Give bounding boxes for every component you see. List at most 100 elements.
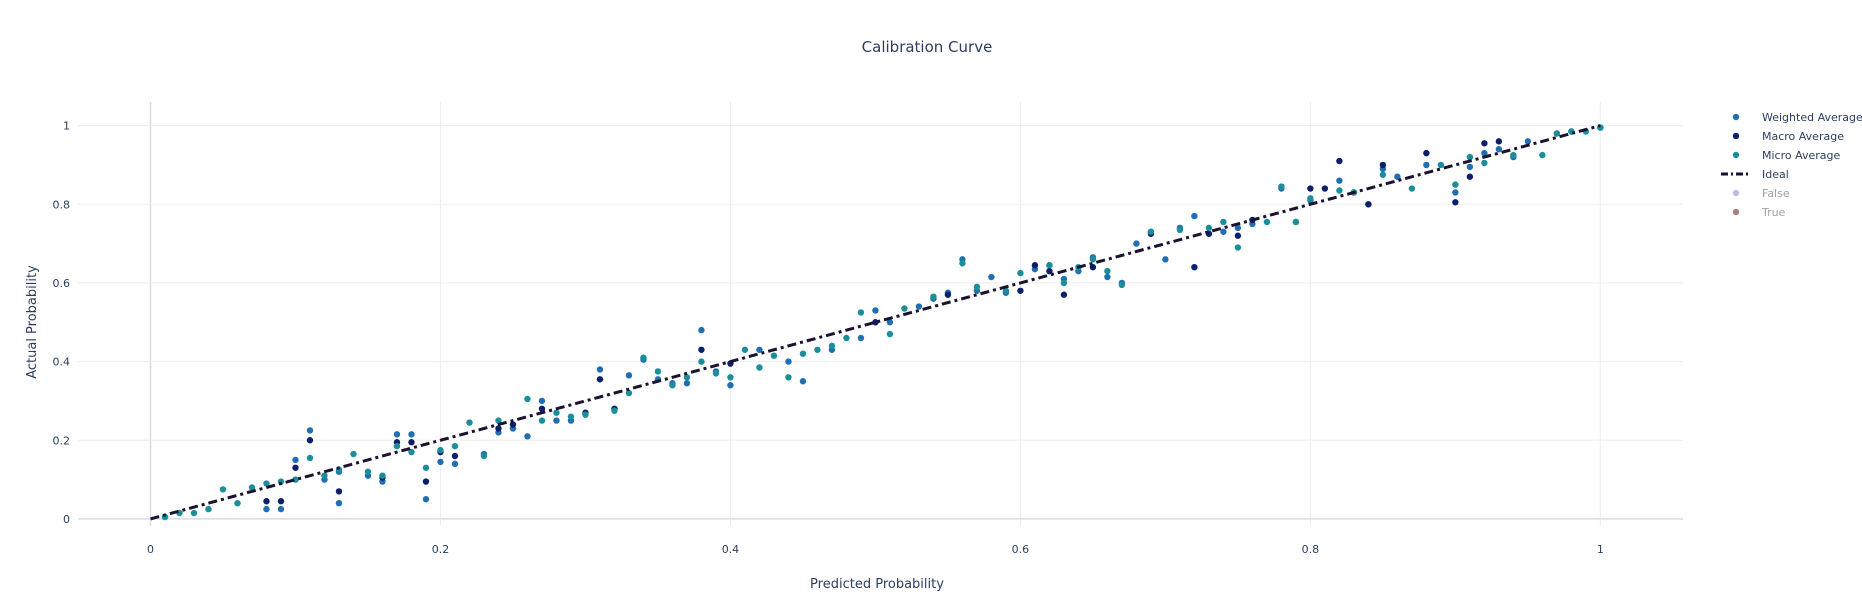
micro-average-point — [524, 395, 531, 403]
micro-average-point — [567, 413, 575, 420]
micro-average-point — [1292, 218, 1300, 226]
chart-title: Calibration Curve — [862, 38, 993, 56]
micro-average-point — [640, 354, 647, 361]
weighted-average-point — [1104, 273, 1111, 281]
legend-item-weighted-average[interactable]: Weighted Average — [1732, 111, 1862, 124]
micro-average-point — [219, 486, 227, 493]
micro-average-point — [1234, 244, 1242, 251]
legend-item-ideal[interactable]: Ideal — [1721, 168, 1789, 181]
micro-average-point — [480, 452, 488, 460]
weighted-average-point — [1336, 177, 1343, 184]
micro-average-point — [248, 484, 256, 491]
micro-average-point — [625, 389, 633, 397]
micro-average-point — [321, 472, 328, 479]
micro-average-point — [205, 505, 212, 513]
micro-average-point — [1539, 151, 1546, 159]
micro-average-point — [1104, 267, 1111, 275]
micro-average-point — [1118, 281, 1126, 289]
x-tick-label: 0.4 — [722, 543, 740, 556]
micro-average-point — [611, 407, 618, 414]
micro-average-point — [814, 346, 821, 353]
micro-average-point — [582, 411, 589, 418]
weighted-average-point — [1191, 212, 1198, 220]
micro-average-point — [1437, 161, 1445, 169]
legend-label: True — [1761, 206, 1786, 219]
weighted-average-point — [915, 303, 923, 310]
micro-average-point — [350, 450, 357, 458]
micro-average-point — [683, 374, 691, 381]
y-tick-label: 0.6 — [53, 277, 71, 290]
micro-average-point — [408, 448, 415, 456]
weighted-average-point — [277, 505, 285, 513]
micro-average-point — [843, 334, 850, 342]
weighted-average-point — [1162, 256, 1169, 263]
weighted-average-point — [799, 378, 807, 385]
y-tick-label: 0.2 — [53, 434, 71, 447]
micro-average-point — [770, 352, 778, 359]
micro-average-point — [930, 293, 937, 300]
macro-average-point — [1466, 173, 1474, 180]
macro-average-point — [1379, 161, 1387, 169]
micro-average-point — [1017, 269, 1024, 277]
legend-item-micro-average[interactable]: Micro Average — [1732, 149, 1841, 162]
micro-average-point — [654, 368, 662, 375]
legend-label: Weighted Average — [1762, 111, 1862, 124]
macro-average-point — [1046, 267, 1053, 275]
micro-average-point — [1408, 185, 1416, 192]
legend[interactable]: Weighted Average Macro Average Micro Avera… — [1721, 111, 1862, 219]
micro-average-point — [364, 468, 372, 475]
micro-average-point — [1060, 279, 1068, 287]
micro-average-point — [451, 442, 459, 450]
weighted-average-point — [1423, 161, 1430, 169]
macro-average-point — [1481, 140, 1488, 147]
weighted-average-point — [538, 397, 546, 405]
legend-marker-symbol — [1732, 151, 1740, 159]
weighted-average-point — [1495, 145, 1503, 153]
legend-marker-symbol — [1732, 132, 1740, 140]
micro-average-point — [553, 409, 560, 416]
legend-item-false[interactable]: False — [1732, 187, 1790, 200]
macro-average-point — [1423, 149, 1430, 157]
macro-average-point — [1452, 199, 1459, 206]
legend-marker-symbol — [1732, 208, 1740, 216]
macro-average-point — [1031, 262, 1039, 269]
micro-average-point — [886, 330, 894, 338]
macro-average-point — [1321, 185, 1329, 192]
legend-label: Ideal — [1762, 168, 1789, 181]
legend-item-macro-average[interactable]: Macro Average — [1732, 130, 1844, 143]
weighted-average-point — [437, 458, 444, 466]
micro-average-point — [437, 446, 444, 454]
legend-item-true[interactable]: True — [1732, 206, 1786, 219]
macro-average-point — [509, 421, 517, 428]
weighted-average-point — [422, 496, 430, 503]
weighted-average-point — [1452, 189, 1459, 196]
micro-average-point — [1452, 181, 1459, 188]
x-tick-label: 0.8 — [1302, 543, 1320, 556]
y-axis-title: Actual Probability — [25, 265, 40, 379]
micro-average-point — [234, 499, 241, 507]
micro-average-point — [741, 346, 749, 353]
weighted-average-point — [727, 381, 734, 389]
micro-average-point — [1481, 159, 1488, 167]
micro-average-point — [1002, 287, 1010, 294]
weighted-average-point — [886, 319, 894, 326]
macro-average-point — [408, 439, 415, 446]
legend-label: Micro Average — [1762, 149, 1841, 162]
y-tick-label: 0.4 — [53, 356, 71, 369]
x-tick-label: 0 — [147, 543, 154, 556]
micro-average-point — [1205, 224, 1213, 232]
weighted-average-point — [1220, 228, 1227, 235]
macro-average-point — [1089, 263, 1097, 271]
micro-average-point — [785, 374, 792, 381]
micro-average-point — [959, 260, 966, 267]
macro-average-point — [1060, 291, 1068, 298]
y-tick-label: 1 — [63, 120, 70, 133]
weighted-average-point — [292, 456, 299, 464]
macro-average-point — [538, 405, 546, 412]
macro-average-point — [422, 478, 430, 485]
macro-average-point — [1017, 287, 1024, 294]
macro-average-point — [1365, 201, 1372, 208]
macro-average-point — [277, 498, 285, 505]
micro-average-point — [495, 417, 502, 424]
